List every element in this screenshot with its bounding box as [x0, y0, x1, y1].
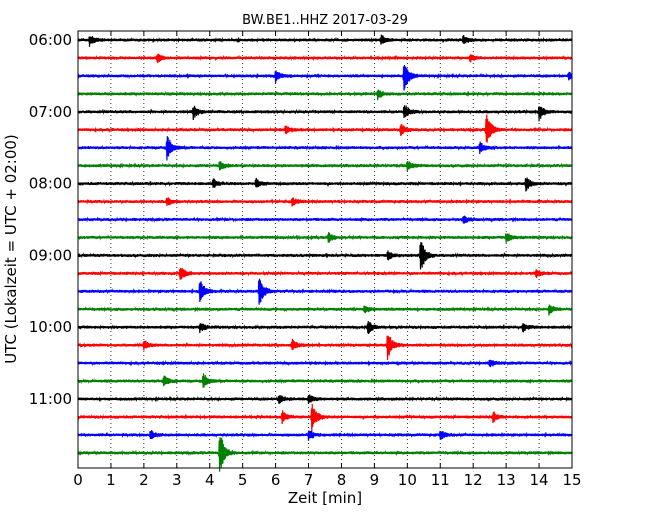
trace-line [77, 267, 573, 280]
trace-line [77, 403, 573, 433]
x-tick-label: 8 [337, 471, 347, 489]
x-tick-label: 3 [172, 471, 182, 489]
x-tick-label: 4 [205, 471, 215, 489]
trace-line [77, 136, 573, 161]
trace-line [77, 373, 573, 388]
trace-line [77, 105, 573, 122]
x-axis: 0 1 2 3 4 5 6 7 8 9 10 11 12 13 14 15 [73, 31, 582, 489]
x-tick-label: 11 [431, 471, 450, 489]
x-tick-label: 12 [464, 471, 483, 489]
x-tick-label: 5 [238, 471, 248, 489]
trace-line [77, 232, 573, 243]
trace-line [77, 177, 573, 192]
y-tick-label: 06:00 [29, 31, 72, 49]
x-tick-label: 6 [271, 471, 281, 489]
trace-line [77, 359, 573, 368]
trace-line [77, 89, 573, 101]
y-tick-label: 09:00 [29, 246, 72, 264]
trace-line [77, 114, 573, 143]
y-tick-label: 11:00 [29, 390, 72, 408]
y-axis: 06:00 07:00 08:00 09:00 10:00 11:00 [29, 31, 572, 408]
x-tick-label: 14 [530, 471, 549, 489]
y-tick-label: 07:00 [29, 103, 72, 121]
trace-line [77, 53, 573, 64]
trace-line [77, 161, 573, 172]
trace-line [77, 197, 573, 207]
x-tick-label: 7 [304, 471, 314, 489]
x-tick-label: 15 [562, 471, 581, 489]
grid-lines [110, 31, 540, 468]
chart-title: BW.BE1..HHZ 2017-03-29 [242, 13, 408, 28]
trace-line [77, 278, 573, 305]
x-tick-label: 1 [106, 471, 116, 489]
x-tick-label: 10 [398, 471, 417, 489]
trace-line [77, 242, 573, 270]
x-tick-label: 13 [497, 471, 516, 489]
trace-line [77, 321, 573, 334]
trace-line [77, 430, 573, 441]
x-tick-label: 9 [370, 471, 380, 489]
trace-line [77, 215, 573, 224]
trace-line [77, 304, 573, 316]
y-tick-label: 08:00 [29, 175, 72, 193]
trace-line [77, 437, 573, 472]
trace-line [77, 34, 573, 47]
trace-line [77, 394, 573, 404]
x-tick-label: 0 [73, 471, 83, 489]
y-tick-label: 10:00 [29, 318, 72, 336]
trace-group [77, 34, 573, 472]
trace-line [77, 335, 573, 360]
trace-line [77, 65, 573, 91]
x-tick-label: 2 [139, 471, 149, 489]
x-axis-label: Zeit [min] [288, 489, 362, 507]
plot-frame [77, 30, 573, 469]
y-axis-label: UTC (Lokalzeit = UTC + 02:00) [2, 134, 20, 364]
